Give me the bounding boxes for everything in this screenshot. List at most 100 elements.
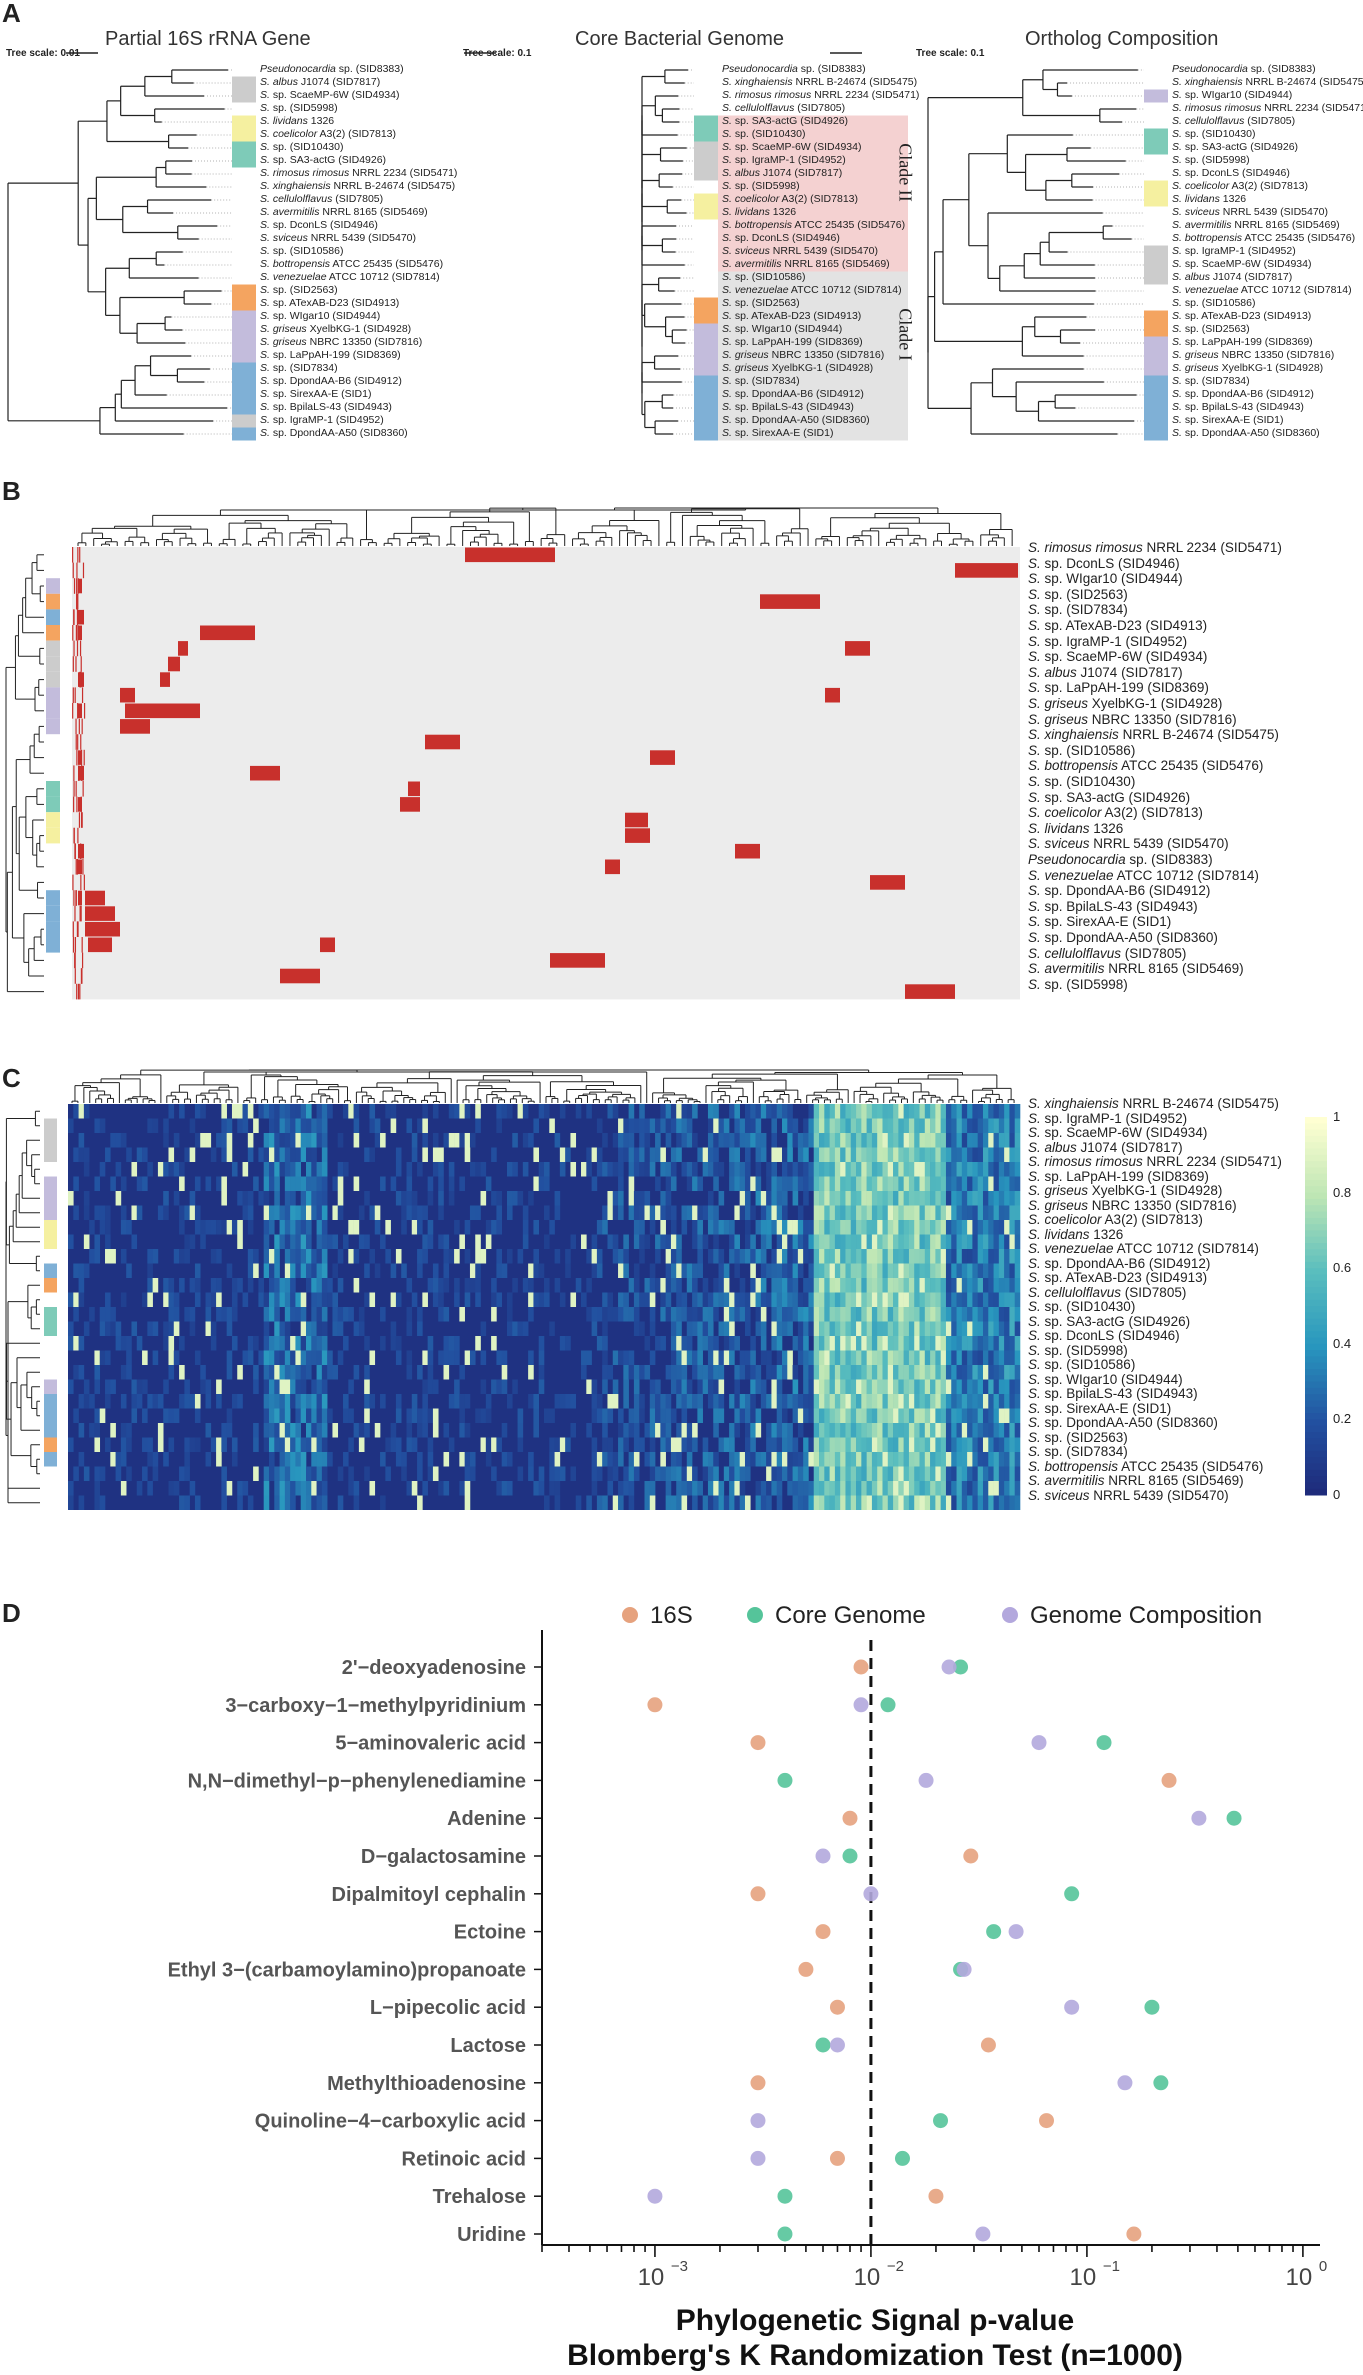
- heatmap-cell: [707, 1350, 714, 1365]
- heatmap-cell: [707, 1481, 714, 1496]
- heatmap-cell: [306, 1234, 312, 1249]
- heatmap-cell: [750, 1205, 756, 1220]
- heatmap-cell: [898, 1394, 904, 1409]
- colorbar-segment: [1305, 1337, 1327, 1345]
- heatmap-cell: [961, 1321, 968, 1336]
- heatmap-cell: [395, 1292, 402, 1307]
- heatmap-cell: [623, 1118, 629, 1133]
- row-color-strip: [46, 609, 60, 625]
- colorbar-segment: [1305, 1148, 1327, 1156]
- heatmap-cell: [332, 1423, 339, 1438]
- heatmap-cell: [840, 1408, 846, 1423]
- heatmap-cell: [845, 1408, 852, 1423]
- heatmap-cell: [290, 1394, 296, 1409]
- heatmap-cell: [337, 1205, 344, 1220]
- heatmap-cell: [760, 1263, 767, 1278]
- heatmap-cell: [390, 1336, 397, 1351]
- heatmap-cell: [247, 1220, 254, 1235]
- heatmap-cell: [274, 1191, 280, 1206]
- heatmap-cell: [919, 1234, 926, 1249]
- tip-label: S. sp. LaPpAH-199 (SID8369): [260, 349, 401, 361]
- heatmap-cell: [734, 1292, 740, 1307]
- heatmap-cell: [692, 1162, 698, 1177]
- heatmap-row-label: S. sp. DconLS (SID4946): [1028, 555, 1180, 571]
- heatmap-cell: [1014, 1452, 1021, 1467]
- heatmap-cell: [819, 1336, 825, 1351]
- heatmap-cell: [760, 1234, 767, 1249]
- presence-line: [72, 687, 74, 703]
- heatmap-cell: [692, 1321, 698, 1336]
- tip-color-strip: [232, 362, 256, 376]
- tip-color-strip: [1144, 271, 1168, 285]
- heatmap-cell: [205, 1220, 212, 1235]
- heatmap-cell: [321, 1104, 328, 1119]
- heatmap-cell: [517, 1466, 524, 1481]
- heatmap-cell: [591, 1249, 598, 1264]
- tip-color-strip: [694, 427, 718, 441]
- heatmap-cell: [644, 1162, 651, 1177]
- presence-block: [125, 703, 200, 719]
- heatmap-cell: [274, 1495, 280, 1510]
- heatmap-cell: [834, 1278, 841, 1293]
- heatmap-cell: [734, 1176, 740, 1191]
- heatmap-cell: [982, 1162, 989, 1177]
- heatmap-cell: [316, 1307, 323, 1322]
- heatmap-cell: [506, 1205, 513, 1220]
- heatmap-cell: [485, 1437, 492, 1452]
- presence-line: [81, 765, 83, 781]
- heatmap-cell: [110, 1423, 116, 1438]
- heatmap-cell: [850, 1495, 857, 1510]
- heatmap-cell: [861, 1321, 867, 1336]
- heatmap-cell: [713, 1176, 719, 1191]
- heatmap-cell: [723, 1263, 730, 1278]
- heatmap-cell: [993, 1466, 1000, 1481]
- heatmap-cell: [998, 1408, 1005, 1423]
- heatmap-cell: [856, 1321, 862, 1336]
- heatmap-cell: [707, 1307, 714, 1322]
- tip-color-strip: [232, 401, 256, 415]
- heatmap-cell: [290, 1147, 296, 1162]
- heatmap-cell: [1009, 1234, 1016, 1249]
- data-point: [1161, 1772, 1177, 1788]
- heatmap-cell: [290, 1336, 296, 1351]
- heatmap-row-label: S. sp. (SID5998): [1028, 976, 1128, 992]
- heatmap-cell: [676, 1321, 682, 1336]
- heatmap-cell: [787, 1452, 793, 1467]
- heatmap-cell: [131, 1205, 138, 1220]
- heatmap-cell: [813, 1278, 820, 1293]
- heatmap-cell: [649, 1466, 656, 1481]
- heatmap-cell: [311, 1176, 317, 1191]
- heatmap-cell: [353, 1278, 360, 1293]
- colorbar-tick-label: 0: [1333, 1487, 1341, 1502]
- heatmap-cell: [491, 1292, 497, 1307]
- legend-marker: [622, 1607, 638, 1623]
- heatmap-cell: [369, 1350, 376, 1365]
- heatmap-cell: [924, 1350, 931, 1365]
- heatmap-cell: [824, 1234, 830, 1249]
- heatmap-cell: [274, 1133, 280, 1148]
- heatmap-cell: [295, 1379, 302, 1394]
- heatmap-cell: [639, 1437, 645, 1452]
- heatmap-cell: [877, 1176, 883, 1191]
- heatmap-cell: [491, 1336, 497, 1351]
- heatmap-cell: [623, 1234, 629, 1249]
- presence-line: [79, 640, 82, 657]
- heatmap-cell: [887, 1408, 894, 1423]
- heatmap-cell: [210, 1278, 217, 1293]
- heatmap-cell: [967, 1234, 973, 1249]
- heatmap-cell: [956, 1423, 963, 1438]
- heatmap-cell: [967, 1423, 973, 1438]
- heatmap-cell: [797, 1350, 804, 1365]
- heatmap-cell: [930, 1249, 936, 1264]
- heatmap-cell: [554, 1466, 561, 1481]
- heatmap-cell: [364, 1408, 370, 1423]
- heatmap-cell: [866, 1118, 873, 1133]
- heatmap-cell: [279, 1408, 286, 1423]
- heatmap-cell: [797, 1481, 804, 1496]
- heatmap-cell: [977, 1379, 984, 1394]
- heatmap-cell: [316, 1408, 323, 1423]
- heatmap-cell: [887, 1379, 894, 1394]
- heatmap-cell: [760, 1379, 767, 1394]
- colorbar-segment: [1305, 1274, 1327, 1282]
- heatmap-cell: [967, 1278, 973, 1293]
